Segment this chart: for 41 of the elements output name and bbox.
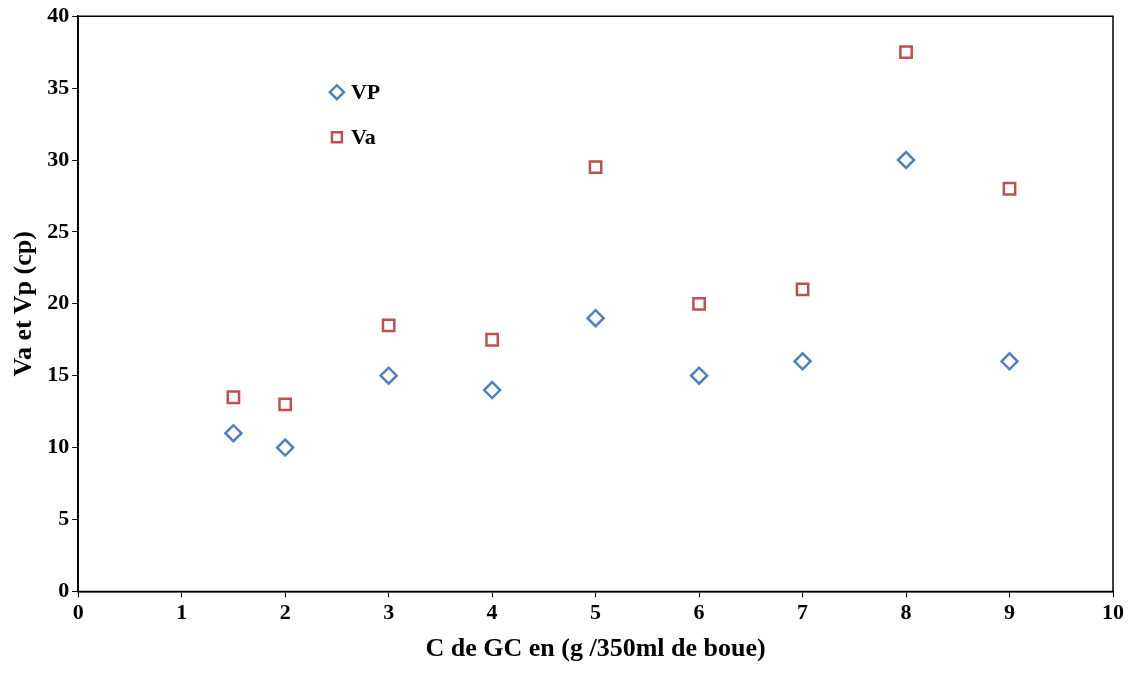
point [224, 423, 243, 443]
point [226, 390, 241, 405]
x-tick-label: 1 [176, 599, 188, 625]
x-tick-label: 8 [900, 599, 912, 625]
point [588, 160, 603, 175]
y-tick-label: 40 [47, 1, 70, 27]
point [793, 352, 812, 371]
x-tick-label: 5 [590, 599, 602, 625]
point [586, 308, 605, 328]
legend-label: VP [350, 78, 381, 104]
y-tick-label: 35 [47, 73, 70, 99]
y-tick-label: 0 [58, 577, 70, 603]
point [1000, 352, 1019, 371]
x-tick-label: 4 [486, 599, 498, 625]
point [1002, 181, 1017, 196]
point [278, 397, 293, 412]
y-tick-label: 25 [47, 217, 70, 243]
point [689, 366, 709, 385]
x-tick-label: 9 [1004, 599, 1016, 625]
legend-label: Va [350, 123, 376, 149]
y-tick-label: 5 [58, 505, 70, 531]
x-tick-label: 7 [797, 599, 809, 625]
x-tick-label: 2 [279, 599, 291, 625]
y-tick-label: 15 [47, 361, 70, 387]
point [896, 150, 916, 170]
point [692, 296, 706, 311]
y-tick-label: 30 [47, 145, 70, 171]
point [379, 366, 398, 385]
x-tick-label: 3 [383, 599, 395, 625]
point [381, 318, 396, 333]
x-tick-label: 10 [1102, 599, 1124, 625]
y-axis-title: Va et Vp (cp) [8, 231, 38, 377]
point [275, 438, 295, 457]
point [482, 380, 502, 400]
point [485, 332, 500, 347]
x-axis-title: C de GC en (g /350ml de boue) [425, 633, 766, 663]
x-tick-label: 6 [693, 599, 705, 625]
y-tick-label: 10 [47, 433, 70, 459]
point [795, 282, 810, 297]
y-tick-label: 20 [47, 289, 70, 315]
point [899, 45, 913, 60]
